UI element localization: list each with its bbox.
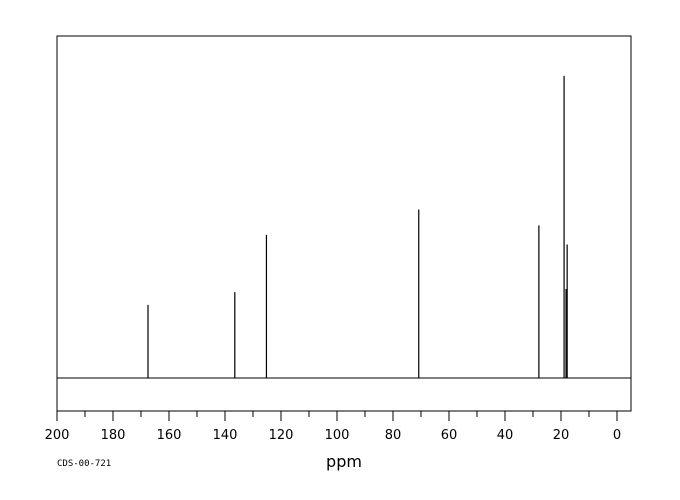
x-tick-label: 200 — [45, 428, 70, 443]
x-tick-label: 100 — [325, 428, 350, 443]
spectrum-code: CDS-00-721 — [57, 459, 111, 469]
x-tick-label: 40 — [497, 428, 514, 443]
x-axis-label: ppm — [326, 452, 362, 471]
peaks-group — [147, 75, 568, 378]
x-tick-label: 20 — [553, 428, 570, 443]
x-tick-label: 0 — [613, 428, 621, 443]
x-tick-label: 160 — [157, 428, 182, 443]
x-axis: 200 180 160 140 120 100 80 60 40 20 0 — [45, 411, 621, 443]
x-tick-label: 180 — [101, 428, 126, 443]
x-tick-label: 60 — [441, 428, 458, 443]
x-tick-label: 140 — [213, 428, 238, 443]
x-tick-label: 80 — [385, 428, 402, 443]
x-tick-label: 120 — [269, 428, 294, 443]
plot-frame — [56, 35, 632, 412]
